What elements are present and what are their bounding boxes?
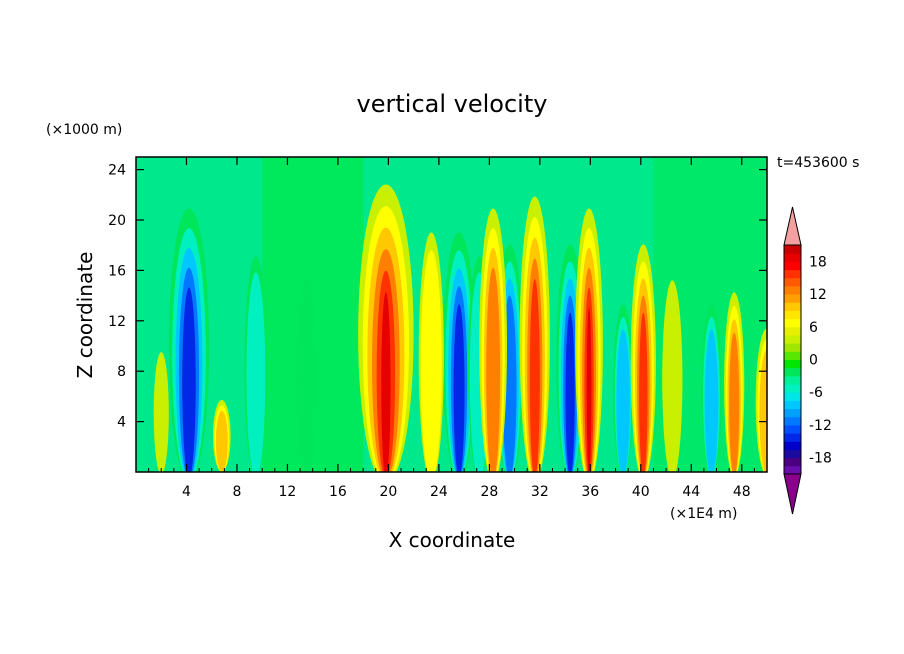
colorbar-swatch [784,310,801,320]
downdraft-contour [182,287,196,472]
colorbar-swatch [784,408,801,418]
y-tick-label: 4 [117,415,126,431]
x-tick-label: 4 [182,484,191,500]
x-axis-unit: (×1E4 m) [670,506,737,522]
downdraft-contour [565,312,575,472]
colorbar-swatch [784,465,801,475]
x-tick-label: 36 [581,484,599,500]
y-tick-label: 20 [108,213,126,229]
colorbar-tick-label: 0 [809,353,818,369]
y-axis-unit: (×1000 m) [46,122,122,138]
colorbar-frame [783,244,802,475]
colorbar-swatch [784,253,801,262]
x-tick-label: 12 [279,484,297,500]
y-tick-label: 8 [117,364,126,380]
downdraft-contour [246,272,266,472]
updraft-contour [759,349,767,472]
time-label: t=453600 s [777,155,859,171]
colorbar-swatch [784,294,801,303]
x-axis-ticks: 4 8 12 16 20 24 28 32 36 40 44 48 [148,157,755,500]
updraft-contour [639,312,648,472]
colorbar-swatch [784,359,801,369]
colorbar-swatch [784,367,801,377]
contour-plot-area [135,156,768,473]
x-tick-label: 24 [430,484,448,500]
velocity-field [153,157,767,472]
colorbar-swatch [784,285,801,295]
x-axis-label: X coordinate [389,528,516,552]
updraft-contour [529,279,540,472]
colorbar-tick-label: 12 [809,287,827,303]
y-tick-label: 16 [108,263,126,279]
updraft-contour [662,280,683,472]
x-tick-label: 44 [682,484,700,500]
colorbar-swatch [784,318,801,328]
downdraft-contour [704,329,719,472]
colorbar-swatch [784,351,801,360]
updraft-contour [486,267,501,472]
colorbar-tick-label: -12 [809,418,832,434]
colorbar-swatch [784,441,801,450]
colorbar-under-arrow [783,473,802,515]
y-tick-label: 24 [108,163,126,179]
x-tick-label: 8 [232,484,241,500]
colorbar-swatch [784,277,801,287]
colorbar-swatch [784,261,801,271]
colorbar-swatch [784,245,801,254]
updraft-contour [420,250,442,472]
colorbar-swatch [784,457,801,467]
x-tick-label: 32 [531,484,549,500]
colorbar-tick-label: -6 [809,385,823,401]
colorbar-tick-label: 18 [809,254,827,270]
updraft-contour [381,292,391,472]
colorbar-swatch [784,334,801,344]
chart-title: vertical velocity [357,90,548,118]
updraft-contour [215,410,228,472]
colorbar-swatch [784,416,801,426]
colorbar-tick-label: 6 [809,320,818,336]
y-axis-label: Z coordinate [73,252,97,379]
colorbar-swatch [784,400,801,410]
colorbar-swatch [784,392,801,401]
colorbar-swatch [784,375,801,385]
x-tick-label: 16 [329,484,347,500]
downdraft-contour [453,304,465,472]
downdraft-contour [616,329,630,472]
colorbar-swatch [784,449,801,459]
colorbar-swatch [784,302,801,311]
updraft-contour [586,307,592,472]
y-tick-label: 12 [108,314,126,330]
x-tick-label: 40 [632,484,650,500]
colorbar-swatch [784,384,801,393]
colorbar-over-arrow [783,206,802,246]
colorbar-swatch [784,343,801,352]
updraft-contour [729,332,740,472]
colorbar-swatch [784,326,801,336]
colorbar-swatch [784,433,801,442]
updraft-contour [153,352,169,472]
x-tick-label: 48 [733,484,751,500]
colorbar: 18 12 6 0 -6 -12 -18 [783,206,832,515]
colorbar-tick-label: -18 [809,451,832,467]
y-axis-ticks: 4 8 12 16 20 24 [108,163,767,431]
downdraft-contour [296,280,317,472]
colorbar-swatch [784,424,801,434]
colorbar-swatch [784,269,801,279]
x-tick-label: 28 [480,484,498,500]
x-tick-label: 20 [379,484,397,500]
